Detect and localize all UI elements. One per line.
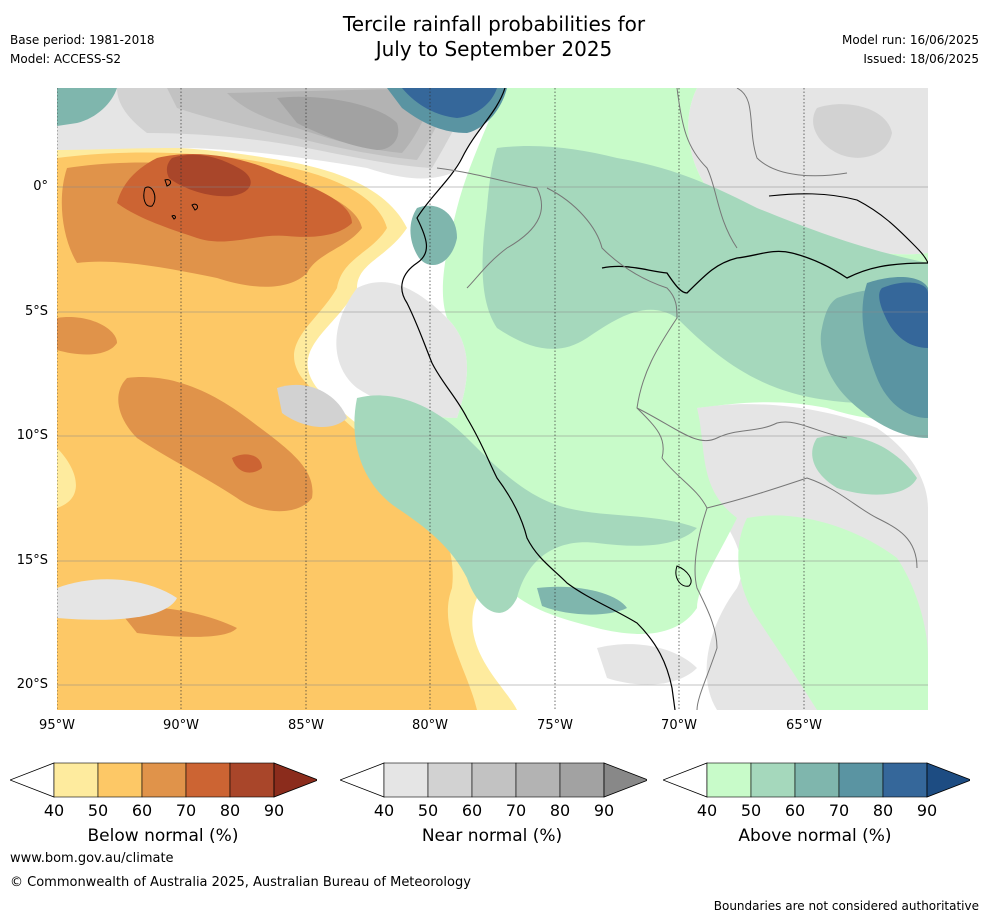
above-normal-50-region-se bbox=[738, 515, 928, 710]
lon-label-85w: 85°W bbox=[288, 718, 324, 733]
lat-label-10s: 10°S bbox=[16, 428, 48, 443]
colorbar-swatch bbox=[471, 762, 517, 798]
colorbar-tick-label: 60 bbox=[461, 801, 483, 820]
lat-label-20s: 20°S bbox=[16, 677, 48, 692]
near-normal-60-region-ne bbox=[813, 104, 892, 158]
colorbar-tick-label: 90 bbox=[263, 801, 285, 820]
lon-label-65w: 65°W bbox=[786, 718, 822, 733]
colorbar-swatch bbox=[141, 762, 187, 798]
colorbar-above-normal bbox=[663, 762, 970, 798]
colorbar-tick-label: 70 bbox=[505, 801, 527, 820]
above-normal-60-region-south bbox=[354, 395, 697, 613]
colorbar-swatch bbox=[53, 762, 99, 798]
colorbar-tick-label: 80 bbox=[219, 801, 241, 820]
colorbar-swatch bbox=[229, 762, 275, 798]
colorbar-tick-label: 40 bbox=[43, 801, 65, 820]
colorbar-swatch bbox=[10, 762, 55, 798]
model-name: Model: ACCESS-S2 bbox=[10, 52, 122, 66]
colorbar-tick-label: 60 bbox=[784, 801, 806, 820]
below-normal-90-region bbox=[166, 154, 251, 197]
amazon-river bbox=[601, 250, 928, 294]
galapagos-islands bbox=[143, 179, 199, 220]
above-normal-60-region-se bbox=[812, 435, 917, 495]
colorbar-label-near: Near normal (%) bbox=[421, 826, 563, 846]
near-normal-50-region-west bbox=[336, 282, 467, 418]
colorbar-swatch bbox=[603, 762, 647, 798]
colorbar-swatch bbox=[926, 762, 970, 798]
title-line-1: Tercile rainfall probabilities for bbox=[342, 12, 646, 36]
rainfall-map bbox=[57, 88, 928, 710]
colorbar-swatch bbox=[559, 762, 605, 798]
lon-label-90w: 90°W bbox=[163, 718, 199, 733]
website-link[interactable]: www.bom.gov.au/climate bbox=[10, 851, 174, 866]
meta-right: Model run: 16/06/2025 Issued: 18/06/2025 bbox=[842, 31, 979, 69]
lon-label-80w: 80°W bbox=[412, 718, 448, 733]
near-normal-60-region-west bbox=[277, 384, 347, 428]
above-normal-60-region bbox=[482, 146, 928, 404]
below-normal-70-region-b bbox=[118, 377, 313, 512]
colorbar-tick-label: 80 bbox=[549, 801, 571, 820]
copyright-text: © Commonwealth of Australia 2025, Austra… bbox=[10, 875, 471, 890]
colorbar-tick-label: 80 bbox=[872, 801, 894, 820]
below-normal-70-region-c bbox=[57, 317, 117, 355]
colorbar-swatch bbox=[185, 762, 231, 798]
near-normal-50-region-coast bbox=[597, 644, 697, 685]
colorbar-tick-label: 70 bbox=[828, 801, 850, 820]
colorbar-below-normal bbox=[10, 762, 317, 798]
colorbar-swatch bbox=[706, 762, 752, 798]
base-period: Base period: 1981-2018 bbox=[10, 33, 155, 47]
colorbar-near-normal bbox=[340, 762, 647, 798]
colorbar-swatch bbox=[663, 762, 708, 798]
coastline bbox=[401, 88, 676, 710]
colorbar-tick-label: 90 bbox=[916, 801, 938, 820]
colorbar-swatch bbox=[794, 762, 840, 798]
meta-left: Base period: 1981-2018 Model: ACCESS-S2 bbox=[10, 31, 155, 69]
map-title: Tercile rainfall probabilities for July … bbox=[0, 12, 988, 62]
lon-label-95w: 95°W bbox=[39, 718, 75, 733]
model-run: Model run: 16/06/2025 bbox=[841, 33, 979, 47]
colorbar-label-above: Above normal (%) bbox=[738, 826, 892, 846]
lat-label-15s: 15°S bbox=[16, 553, 48, 568]
lon-label-70w: 70°W bbox=[661, 718, 697, 733]
meridians bbox=[57, 88, 805, 710]
near-normal-50-region-sw bbox=[57, 579, 177, 620]
colorbar-label-below: Below normal (%) bbox=[87, 826, 239, 846]
above-normal-70-region-b bbox=[410, 205, 457, 266]
colorbar-swatch bbox=[515, 762, 561, 798]
near-normal-90-region-north bbox=[277, 96, 399, 150]
lon-label-75w: 75°W bbox=[537, 718, 573, 733]
country-boundaries bbox=[436, 88, 918, 710]
lat-label-5s: 5°S bbox=[24, 304, 48, 319]
colorbar-swatch bbox=[97, 762, 143, 798]
lat-label-0: 0° bbox=[33, 179, 48, 194]
colorbar-swatch bbox=[838, 762, 884, 798]
river-north bbox=[768, 193, 928, 264]
below-normal-80-region-b bbox=[232, 454, 262, 473]
disclaimer-text: Boundaries are not considered authoritat… bbox=[713, 899, 979, 913]
colorbar-swatch bbox=[273, 762, 317, 798]
colorbar-swatch bbox=[750, 762, 796, 798]
colorbar-tick-label: 90 bbox=[593, 801, 615, 820]
colorbar-tick-label: 40 bbox=[696, 801, 718, 820]
colorbar-swatch bbox=[383, 762, 429, 798]
colorbar-tick-label: 50 bbox=[87, 801, 109, 820]
above-normal-90-region bbox=[879, 282, 928, 348]
lake-titicaca bbox=[675, 565, 692, 587]
below-normal-60-region bbox=[57, 152, 477, 710]
above-normal-coast-teal bbox=[57, 88, 117, 126]
title-line-2: July to September 2025 bbox=[375, 37, 613, 61]
colorbar-tick-label: 50 bbox=[417, 801, 439, 820]
colorbar-tick-label: 70 bbox=[175, 801, 197, 820]
colorbar-swatch bbox=[882, 762, 928, 798]
colorbar-tick-label: 40 bbox=[373, 801, 395, 820]
above-normal-70-region-c bbox=[537, 586, 627, 615]
above-normal-90-region-north bbox=[402, 88, 497, 118]
colorbar-swatch bbox=[340, 762, 385, 798]
colorbar-tick-label: 50 bbox=[740, 801, 762, 820]
colorbar-swatch bbox=[427, 762, 473, 798]
gridlines bbox=[57, 186, 928, 686]
colorbar-tick-label: 60 bbox=[131, 801, 153, 820]
issued-date: Issued: 18/06/2025 bbox=[863, 52, 979, 66]
